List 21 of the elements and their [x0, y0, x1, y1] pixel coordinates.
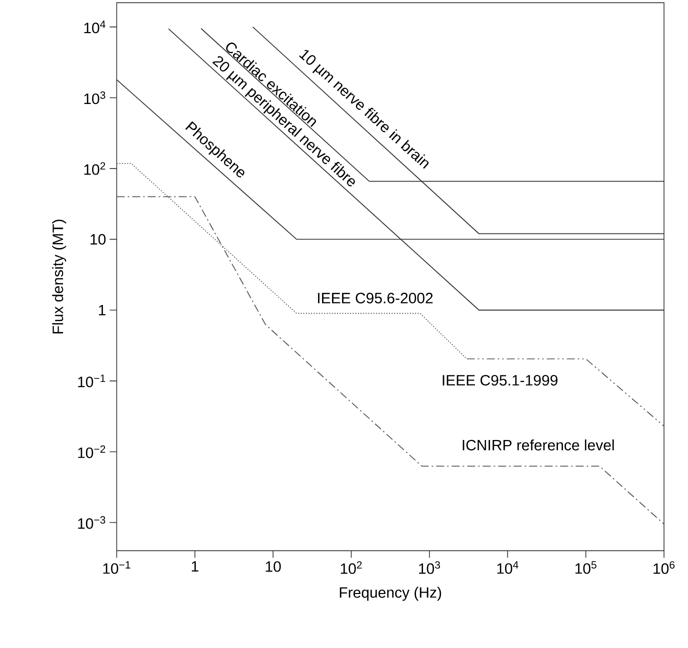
y-tick-label: 10 — [90, 234, 106, 245]
y-tick-label: 10$^{2}$ — [84, 162, 106, 175]
y-tick-label: 10$^{4}$ — [84, 20, 106, 34]
x-axis-title: Frequency (Hz) — [340, 586, 442, 601]
x-tick-label: 10$^{4}$ — [497, 561, 518, 574]
x-tick-label: 1 — [192, 561, 198, 572]
annotation: ICNIRP reference level — [462, 439, 614, 450]
annotation: IEEE C95.1-1999 — [442, 374, 558, 386]
y-tick-label: 1 — [98, 304, 106, 316]
y-tick-label: 10$^{−1}$ — [78, 374, 106, 388]
x-tick-label: 10$^{5}$ — [575, 561, 596, 574]
y-tick-label: 10$^{−3}$ — [78, 516, 106, 529]
x-tick-label: 10$^{2}$ — [340, 561, 362, 574]
x-tick-label: 10$^{−1}$ — [103, 561, 130, 574]
annotation: IEEE C95.6-2002 — [318, 292, 433, 304]
x-tick-label: 10$^{3}$ — [419, 561, 440, 574]
y-tick-label: 10$^{−2}$ — [78, 445, 106, 458]
x-tick-label: 10 — [266, 561, 281, 572]
x-tick-label: 10$^{6}$ — [654, 561, 675, 574]
y-tick-label: 10$^{3}$ — [84, 91, 106, 104]
y-axis-title: Flux density (MT) — [52, 220, 66, 334]
